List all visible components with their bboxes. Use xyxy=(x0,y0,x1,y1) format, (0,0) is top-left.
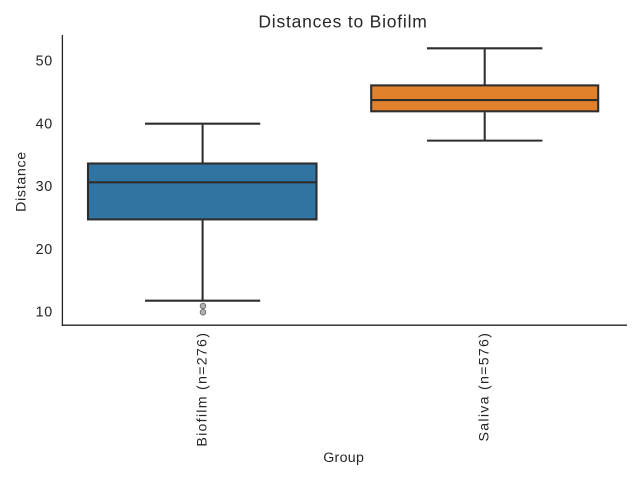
svg-text:30: 30 xyxy=(36,179,53,195)
svg-text:Group: Group xyxy=(323,450,364,466)
svg-text:10: 10 xyxy=(36,305,53,321)
svg-text:Saliva (n=576): Saliva (n=576) xyxy=(477,332,493,442)
svg-text:20: 20 xyxy=(36,242,53,258)
svg-text:50: 50 xyxy=(36,54,53,70)
svg-text:40: 40 xyxy=(36,116,53,132)
svg-text:Distances to Biofilm: Distances to Biofilm xyxy=(258,12,427,32)
svg-text:Biofilm (n=276): Biofilm (n=276) xyxy=(195,332,211,447)
svg-text:Distance: Distance xyxy=(14,151,30,212)
